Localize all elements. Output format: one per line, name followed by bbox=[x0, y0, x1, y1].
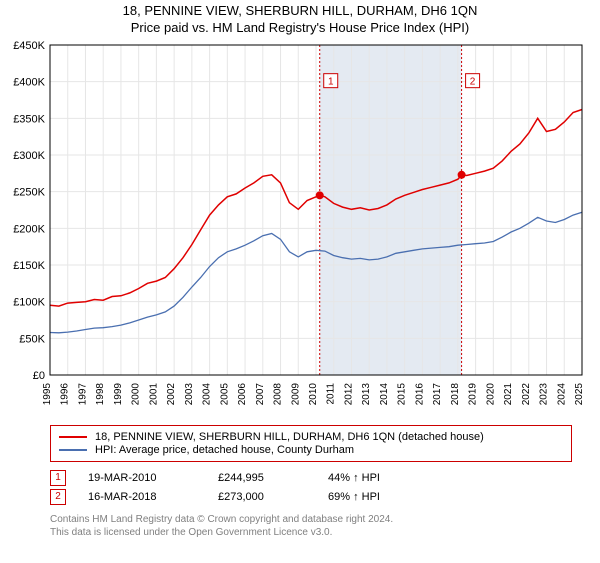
svg-text:1995: 1995 bbox=[42, 383, 53, 406]
svg-text:2007: 2007 bbox=[255, 383, 266, 406]
svg-text:1998: 1998 bbox=[95, 383, 106, 406]
transaction-date: 16-MAR-2018 bbox=[88, 491, 218, 503]
legend-item: HPI: Average price, detached house, Coun… bbox=[59, 444, 563, 456]
transaction-hpi-diff: 44% ↑ HPI bbox=[328, 472, 428, 484]
transaction-date: 19-MAR-2010 bbox=[88, 472, 218, 484]
svg-text:2000: 2000 bbox=[131, 383, 142, 406]
svg-text:2010: 2010 bbox=[308, 383, 319, 406]
table-row: 2 16-MAR-2018 £273,000 69% ↑ HPI bbox=[50, 489, 572, 505]
svg-text:2025: 2025 bbox=[574, 383, 585, 406]
chart-area: £0 £50K £100K £150K £200K £250K £300K £350K £400… bbox=[0, 39, 600, 419]
transaction-price: £244,995 bbox=[218, 472, 328, 484]
footer-line: This data is licensed under the Open Gov… bbox=[50, 526, 572, 539]
svg-text:2009: 2009 bbox=[290, 383, 301, 406]
legend-label: HPI: Average price, detached house, Coun… bbox=[95, 444, 354, 456]
svg-text:£50K: £50K bbox=[19, 333, 45, 345]
svg-text:2012: 2012 bbox=[343, 383, 354, 406]
svg-text:£0: £0 bbox=[33, 370, 45, 382]
svg-text:1: 1 bbox=[328, 77, 334, 88]
svg-text:£450K: £450K bbox=[13, 40, 45, 52]
legend-item: 18, PENNINE VIEW, SHERBURN HILL, DURHAM,… bbox=[59, 431, 563, 443]
svg-text:2021: 2021 bbox=[503, 383, 514, 406]
legend: 18, PENNINE VIEW, SHERBURN HILL, DURHAM,… bbox=[50, 425, 572, 462]
footer-line: Contains HM Land Registry data © Crown c… bbox=[50, 513, 572, 526]
svg-text:2005: 2005 bbox=[219, 383, 230, 406]
svg-text:£350K: £350K bbox=[13, 113, 45, 125]
svg-text:2023: 2023 bbox=[539, 383, 550, 406]
svg-text:2011: 2011 bbox=[326, 383, 337, 405]
legend-label: 18, PENNINE VIEW, SHERBURN HILL, DURHAM,… bbox=[95, 431, 484, 443]
svg-text:2002: 2002 bbox=[166, 383, 177, 406]
legend-swatch bbox=[59, 449, 87, 451]
transaction-hpi-diff: 69% ↑ HPI bbox=[328, 491, 428, 503]
svg-text:2020: 2020 bbox=[485, 383, 496, 406]
svg-text:1999: 1999 bbox=[113, 383, 124, 406]
svg-text:1996: 1996 bbox=[60, 383, 71, 406]
svg-text:£100K: £100K bbox=[13, 297, 45, 309]
chart-svg: £0 £50K £100K £150K £200K £250K £300K £350K £400… bbox=[0, 39, 600, 419]
chart-subtitle: Price paid vs. HM Land Registry's House … bbox=[0, 20, 600, 35]
svg-text:2001: 2001 bbox=[148, 383, 159, 406]
transaction-marker-icon: 2 bbox=[50, 489, 66, 505]
svg-text:2018: 2018 bbox=[450, 383, 461, 406]
svg-text:2003: 2003 bbox=[184, 383, 195, 406]
transactions-table: 1 19-MAR-2010 £244,995 44% ↑ HPI 2 16-MA… bbox=[50, 470, 572, 505]
svg-text:2: 2 bbox=[470, 77, 476, 88]
svg-text:1997: 1997 bbox=[77, 383, 88, 406]
svg-text:2013: 2013 bbox=[361, 383, 372, 406]
svg-text:2016: 2016 bbox=[414, 383, 425, 406]
svg-text:2019: 2019 bbox=[468, 383, 479, 406]
chart-title: 18, PENNINE VIEW, SHERBURN HILL, DURHAM,… bbox=[0, 3, 600, 18]
svg-text:£150K: £150K bbox=[13, 260, 45, 272]
svg-text:£250K: £250K bbox=[13, 187, 45, 199]
transaction-marker-icon: 1 bbox=[50, 470, 66, 486]
svg-text:2006: 2006 bbox=[237, 383, 248, 406]
legend-swatch bbox=[59, 436, 87, 438]
svg-text:£400K: £400K bbox=[13, 77, 45, 89]
transaction-price: £273,000 bbox=[218, 491, 328, 503]
svg-text:2022: 2022 bbox=[521, 383, 532, 406]
svg-text:2024: 2024 bbox=[556, 383, 567, 406]
svg-text:2004: 2004 bbox=[202, 383, 213, 406]
svg-text:2017: 2017 bbox=[432, 383, 443, 406]
svg-text:2014: 2014 bbox=[379, 383, 390, 406]
footer-attribution: Contains HM Land Registry data © Crown c… bbox=[50, 513, 572, 539]
svg-text:2015: 2015 bbox=[397, 383, 408, 406]
svg-text:£200K: £200K bbox=[13, 223, 45, 235]
svg-text:£300K: £300K bbox=[13, 150, 45, 162]
table-row: 1 19-MAR-2010 £244,995 44% ↑ HPI bbox=[50, 470, 572, 486]
svg-text:2008: 2008 bbox=[273, 383, 284, 406]
